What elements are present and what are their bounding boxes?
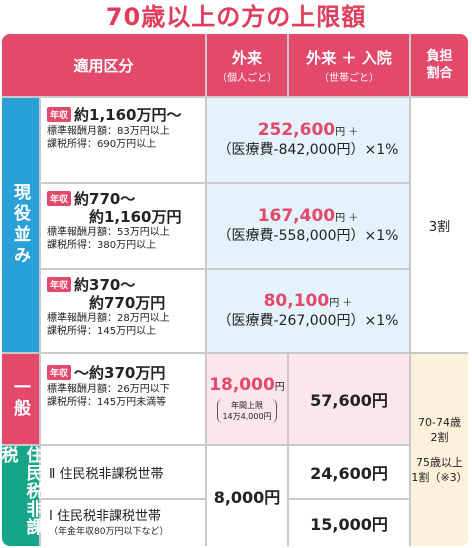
row-limit-2: 167,400円 ＋ （医療費-558,000円）×1% bbox=[207, 184, 409, 268]
income-detail: 標準報酬月額：53万円以上 bbox=[47, 227, 170, 238]
exempt-2-household-amount: 24,600円 bbox=[310, 464, 388, 483]
annual-cap-amount: 14万4,000円 bbox=[222, 412, 272, 421]
income-range-upper: 約1,160万円 bbox=[89, 208, 182, 226]
row-income-general: 年収 〜約370万円 標準報酬月額：26万円以下 課税所得：145万円未満等 bbox=[41, 354, 205, 444]
row-income-3: 年収 約370〜 約770万円 標準報酬月額：28万円以上 課税所得：145万円以… bbox=[41, 270, 205, 352]
header-outpatient-label: 外来 bbox=[231, 48, 262, 67]
outpatient-amount: 18,000 bbox=[209, 375, 275, 395]
annual-cap-note: 年間上限 14万4,000円 bbox=[217, 399, 277, 423]
row-exempt-1: Ⅰ 住民税非課税世帯 （年金年収80万円以下など） bbox=[41, 500, 205, 546]
income-range: 〜約370万円 bbox=[74, 364, 166, 382]
income-badge: 年収 bbox=[47, 191, 72, 206]
header-burden-label: 負担割合 bbox=[426, 49, 453, 81]
income-detail: 課税所得：145万円以上 bbox=[47, 326, 157, 337]
limit-formula: （医療費-267,000円）×1% bbox=[217, 313, 399, 329]
limit-amount: 80,100 bbox=[263, 291, 330, 311]
general-household: 57,600円 bbox=[289, 354, 409, 444]
header-oi-sub: （世帯ごと） bbox=[319, 72, 379, 84]
limit-formula: （医療費-842,000円）×1% bbox=[217, 142, 399, 158]
income-badge: 年収 bbox=[47, 277, 72, 292]
row-income-2: 年収 約770〜 約1,160万円 標準報酬月額：53万円以上 課税所得：380万… bbox=[41, 184, 205, 268]
row-limit-1: 252,600円 ＋ （医療費-842,000円）×1% bbox=[207, 98, 409, 182]
income-range: 約370〜 bbox=[74, 276, 136, 294]
exempt-1-household-amount: 15,000円 bbox=[310, 515, 388, 534]
row-exempt-2: Ⅱ 住民税非課税世帯 bbox=[41, 446, 205, 498]
working-burden: 3割 bbox=[411, 98, 468, 352]
income-range: 約1,160万円〜 bbox=[74, 106, 182, 124]
exempt-outpatient: 8,000円 bbox=[207, 446, 287, 546]
exempt-2-household: 24,600円 bbox=[289, 446, 409, 498]
header-burden: 負担割合 bbox=[411, 34, 468, 96]
income-detail: 標準報酬月額：26万円以下 bbox=[47, 384, 170, 395]
outpatient-unit: 円 bbox=[274, 382, 285, 393]
burden-age-2: 75歳以上 bbox=[416, 456, 463, 469]
income-detail: 課税所得：145万円未満等 bbox=[47, 397, 167, 408]
burden-rate-2: 1割（※3） bbox=[411, 471, 468, 484]
header-outpatient-sub: （個人ごと） bbox=[217, 72, 277, 84]
limit-unit: 円 ＋ bbox=[335, 127, 359, 138]
other-burden: 70-74歳 2割 75歳以上 1割（※3） bbox=[411, 354, 468, 546]
limit-unit: 円 ＋ bbox=[329, 298, 353, 309]
limit-unit: 円 ＋ bbox=[335, 213, 359, 224]
header-category: 適用区分 bbox=[2, 34, 205, 96]
income-detail: 標準報酬月額：28万円以上 bbox=[47, 313, 170, 324]
income-range: 約770〜 bbox=[74, 190, 136, 208]
limit-formula: （医療費-558,000円）×1% bbox=[217, 228, 399, 244]
limit-table: 適用区分 外来 （個人ごと） 外来 ＋ 入院 （世帯ごと） 負担割合 現役並み … bbox=[2, 34, 468, 546]
burden-rate-1: 2割 bbox=[430, 431, 449, 444]
group-exempt-label: 住民税非課税 bbox=[2, 446, 43, 536]
exempt-1-household: 15,000円 bbox=[289, 500, 409, 546]
exempt-1-label: Ⅰ 住民税非課税世帯 bbox=[49, 509, 161, 524]
income-detail: 標準報酬月額：83万円以上 bbox=[47, 126, 170, 137]
burden-age-1: 70-74歳 bbox=[418, 416, 461, 429]
income-range-upper: 約770万円 bbox=[89, 294, 166, 312]
annual-cap-label: 年間上限 bbox=[231, 401, 263, 410]
row-limit-3: 80,100円 ＋ （医療費-267,000円）×1% bbox=[207, 270, 409, 352]
exempt-1-sub: （年金年収80万円以下など） bbox=[49, 527, 169, 537]
working-burden-value: 3割 bbox=[428, 219, 451, 235]
header-outpatient-inpatient: 外来 ＋ 入院 （世帯ごと） bbox=[289, 34, 409, 96]
page-title: 70歳以上の方の上限額 bbox=[105, 3, 367, 31]
household-amount: 57,600円 bbox=[310, 391, 388, 410]
income-badge: 年収 bbox=[47, 107, 72, 122]
row-income-1: 年収 約1,160万円〜 標準報酬月額：83万円以上 課税所得：690万円以上 bbox=[41, 98, 205, 182]
income-detail: 課税所得：380万円以上 bbox=[47, 240, 157, 251]
group-exempt: 住民税非課税 bbox=[2, 446, 43, 546]
income-badge: 年収 bbox=[47, 365, 72, 380]
header-outpatient: 外来 （個人ごと） bbox=[207, 34, 287, 96]
general-outpatient: 18,000円 年間上限 14万4,000円 bbox=[207, 354, 287, 444]
limit-amount: 167,400 bbox=[257, 206, 336, 226]
group-working-label: 現役並み bbox=[10, 183, 30, 267]
header-oi-label: 外来 ＋ 入院 bbox=[306, 48, 392, 67]
exempt-2-label: Ⅱ 住民税非課税世帯 bbox=[49, 467, 164, 482]
header-category-label: 適用区分 bbox=[73, 56, 134, 75]
income-detail: 課税所得：690万円以上 bbox=[47, 139, 157, 150]
limit-amount: 252,600 bbox=[257, 120, 336, 140]
exempt-outpatient-amount: 8,000円 bbox=[213, 488, 281, 507]
group-general: 一般 bbox=[2, 354, 39, 444]
group-working: 現役並み bbox=[2, 98, 39, 352]
group-general-label: 一般 bbox=[10, 378, 30, 420]
